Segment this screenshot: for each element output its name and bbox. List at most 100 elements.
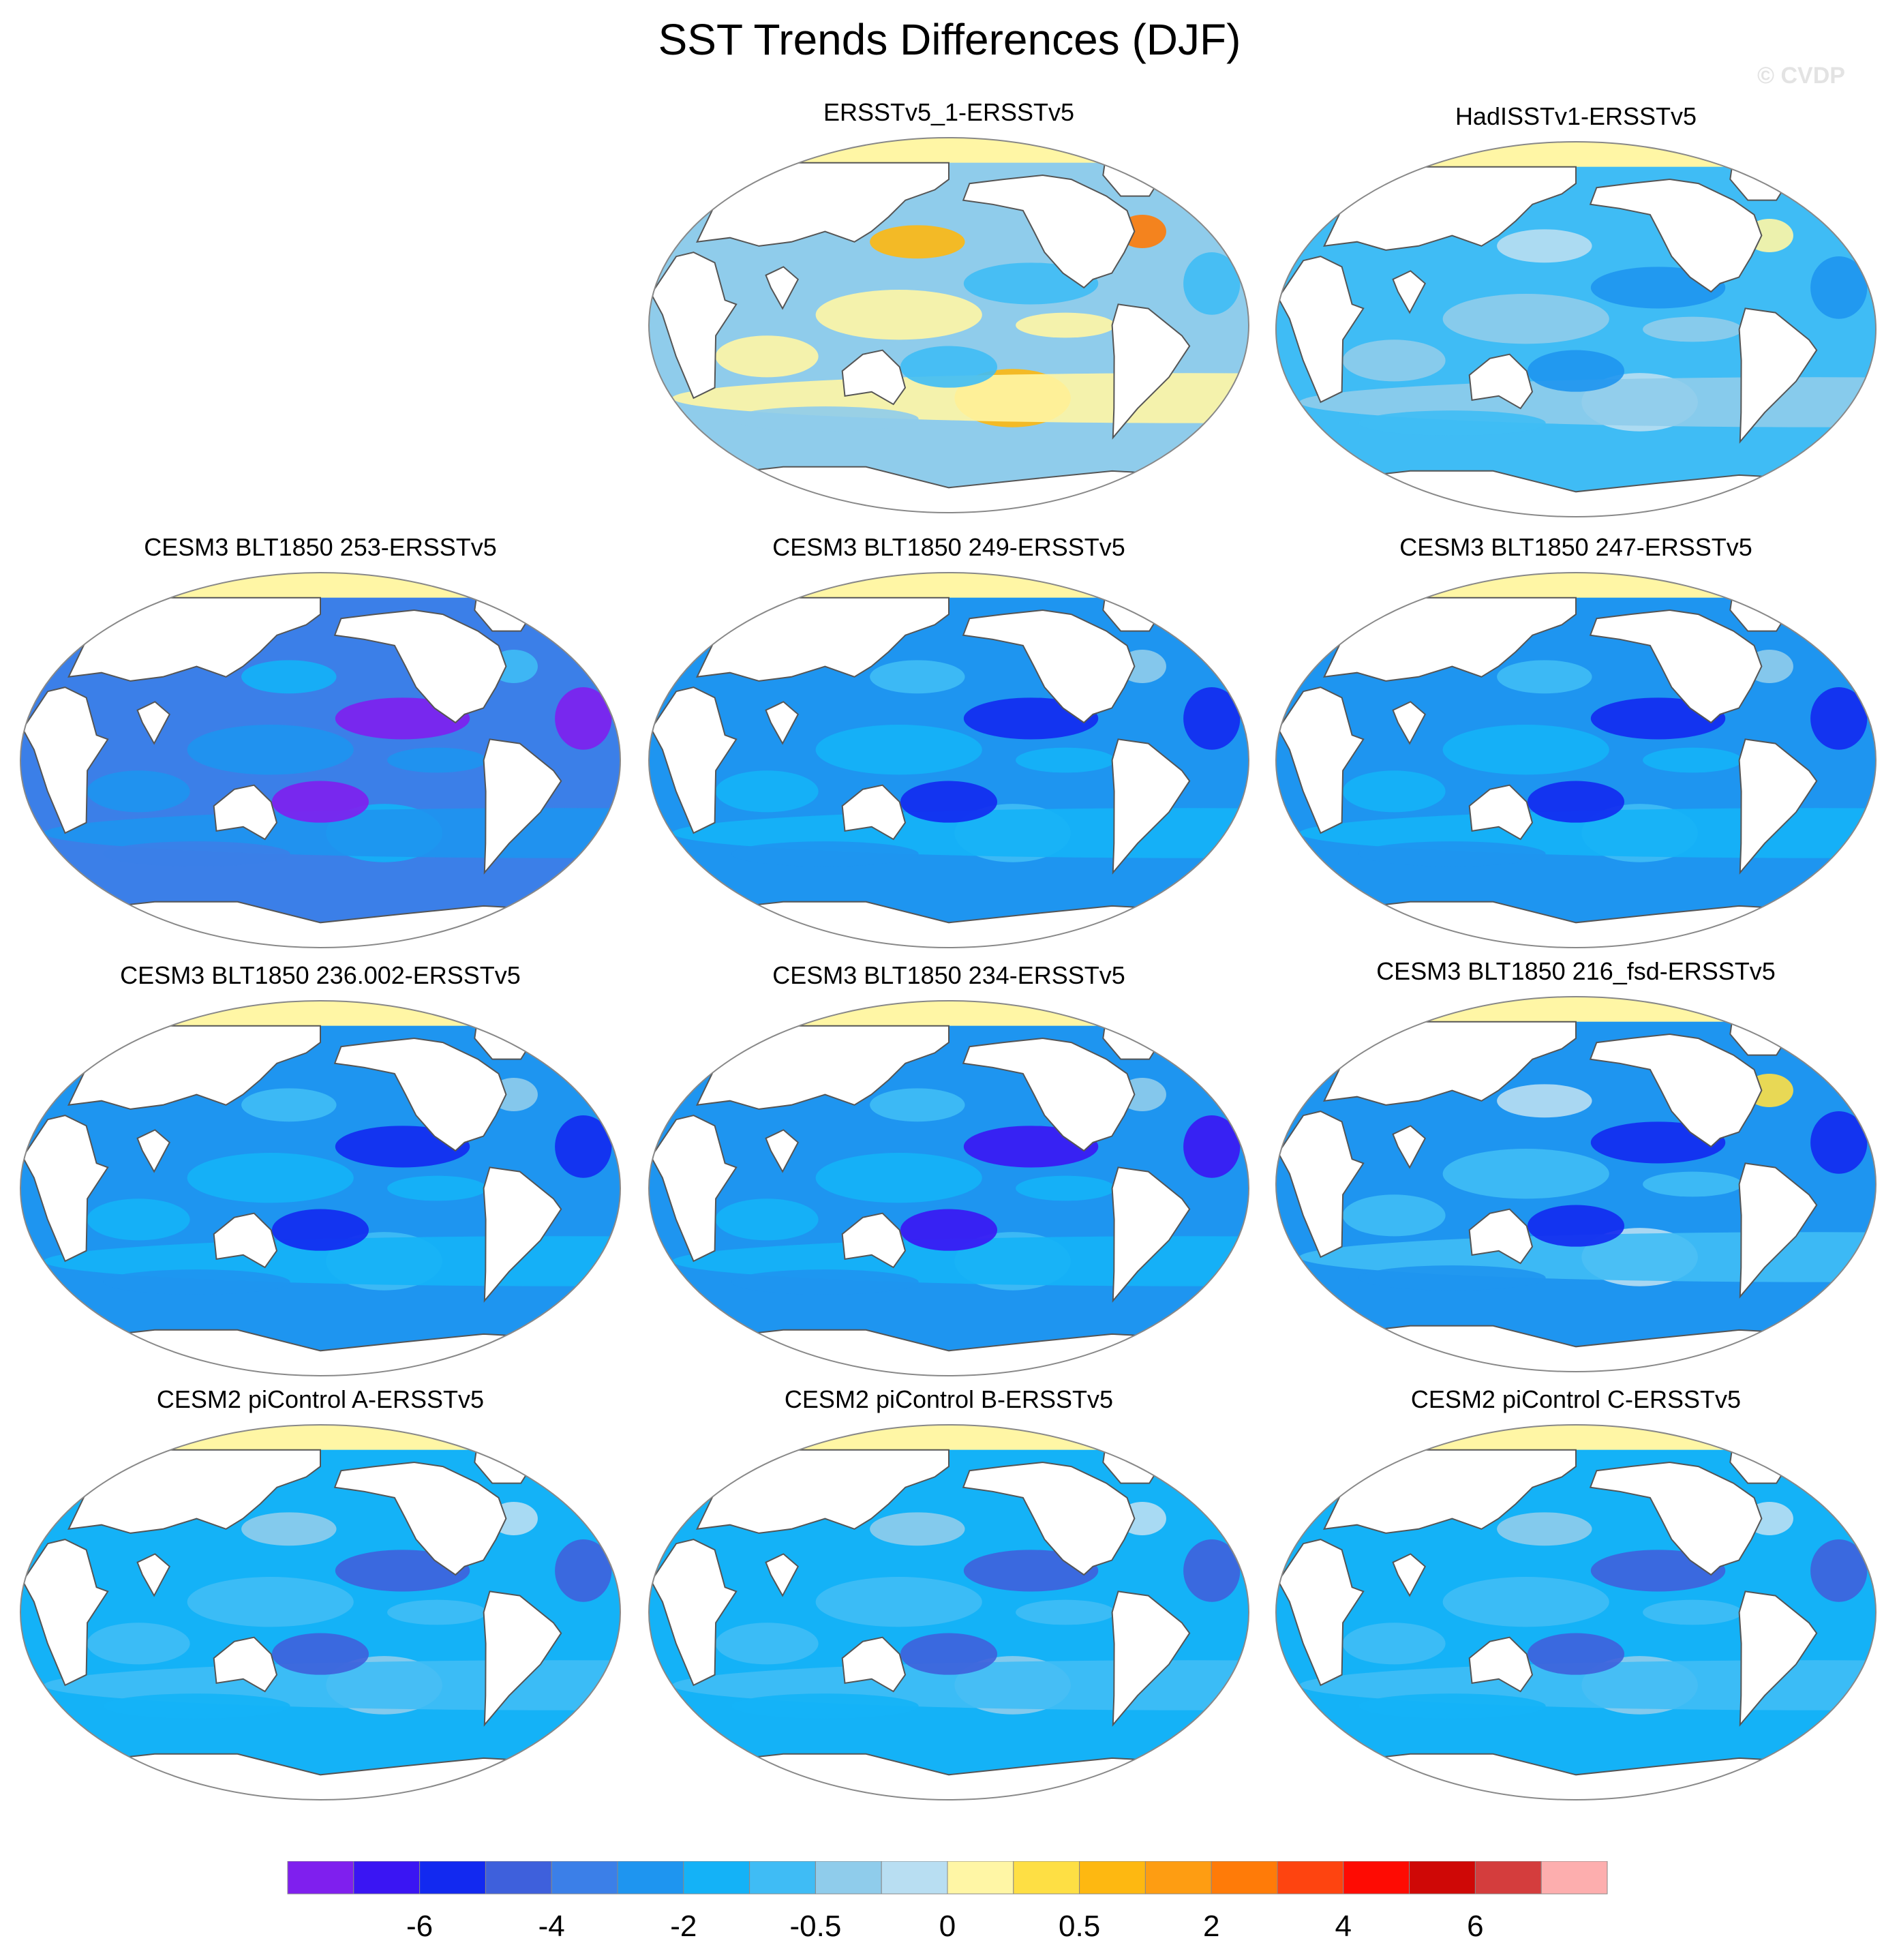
australia-landmass: [841, 1212, 907, 1269]
map-panel: HadISSTv1-ERSSTv5: [1269, 101, 1883, 537]
map-outline: [20, 572, 621, 948]
panel-title: HadISSTv1-ERSSTv5: [1455, 102, 1697, 130]
colorbar-swatch: [1277, 1861, 1344, 1895]
colorbar-swatch: [1474, 1861, 1542, 1895]
map-layers: [649, 138, 1249, 513]
robinson-map: [648, 137, 1249, 513]
australia-landmass: [1468, 1636, 1534, 1693]
anomaly-region: [87, 1623, 190, 1665]
panel-title: CESM3 BLT1850 236.002-ERSSTv5: [120, 961, 521, 989]
colorbar-tick-label: -6: [406, 1910, 433, 1943]
panel-title: CESM3 BLT1850 247-ERSSTv5: [1399, 533, 1752, 561]
colorbar-swatch: [287, 1861, 354, 1895]
north-america-landmass: [962, 609, 1136, 724]
colorbar-swatch: [1540, 1861, 1608, 1895]
map-panel: CESM3 BLT1850 234-ERSSTv5: [642, 960, 1256, 1396]
north-america-landmass: [1589, 178, 1763, 293]
map-layers: [649, 1001, 1249, 1376]
colorbar-swatch: [353, 1861, 421, 1895]
australia-landmass: [213, 784, 278, 841]
map-panel: CESM3 BLT1850 236.002-ERSSTv5: [14, 960, 627, 1396]
arctic-band: [20, 1001, 620, 1026]
map-outline: [20, 1424, 621, 1800]
anomaly-region: [87, 770, 190, 813]
map-outline: [1275, 1424, 1877, 1800]
robinson-map: [1275, 572, 1877, 948]
anomaly-region: [187, 725, 354, 775]
anomaly-region: [241, 1512, 337, 1546]
anomaly-region: [1016, 747, 1116, 773]
anomaly-region: [1810, 1539, 1868, 1602]
north-america-landmass: [333, 1037, 507, 1152]
anomaly-region: [815, 290, 982, 340]
anomaly-region: [870, 225, 965, 259]
arctic-band: [1276, 1425, 1876, 1450]
anomaly-region: [731, 1269, 919, 1295]
colorbar-swatch: [947, 1861, 1014, 1895]
south-america-landmass: [1111, 303, 1191, 440]
north-america-landmass: [962, 174, 1136, 289]
anomaly-region: [1497, 1512, 1592, 1546]
map-outline: [648, 1000, 1249, 1376]
india-landmass: [136, 1553, 171, 1597]
map-layers: [1276, 1425, 1876, 1800]
north-america-landmass: [1589, 1461, 1763, 1576]
arctic-band: [20, 573, 620, 598]
colorbar-tick-label: -0.5: [789, 1910, 841, 1943]
map-layers: [649, 573, 1249, 948]
anomaly-region: [271, 1209, 369, 1251]
panel-title: CESM3 BLT1850 253-ERSSTv5: [144, 533, 497, 561]
map-layers: [20, 1001, 620, 1376]
anomaly-region: [271, 1633, 369, 1675]
india-landmass: [765, 701, 800, 745]
anomaly-region: [1527, 350, 1625, 392]
south-america-landmass: [1738, 307, 1818, 444]
south-america-landmass: [1111, 1166, 1191, 1303]
arctic-band: [1276, 573, 1876, 598]
panel-title: CESM3 BLT1850 216_fsd-ERSSTv5: [1376, 957, 1776, 985]
arctic-band: [1276, 997, 1876, 1022]
colorbar-tick-label: 6: [1467, 1910, 1483, 1943]
india-landmass: [765, 266, 800, 310]
anomaly-region: [1643, 1171, 1743, 1197]
anomaly-region: [731, 1693, 919, 1719]
south-america-landmass: [1111, 1590, 1191, 1727]
anomaly-region: [187, 1577, 354, 1627]
anomaly-region: [1183, 687, 1241, 750]
robinson-map: [648, 1000, 1249, 1376]
map-outline: [648, 1424, 1249, 1800]
map-panel: CESM3 BLT1850 249-ERSSTv5: [642, 532, 1256, 968]
colorbar-tick-label: -4: [538, 1910, 565, 1943]
anomaly-region: [1016, 1175, 1116, 1201]
colorbar-swatch: [683, 1861, 750, 1895]
colorbar-swatch: [485, 1861, 552, 1895]
robinson-map: [1275, 996, 1877, 1372]
anomaly-region: [387, 1175, 487, 1201]
panel-title: CESM2 piControl C-ERSSTv5: [1410, 1385, 1742, 1413]
colorbar-tick-label: 2: [1203, 1910, 1219, 1943]
anomaly-region: [900, 781, 998, 823]
anomaly-region: [1643, 1599, 1743, 1625]
map-outline: [1275, 572, 1877, 948]
anomaly-region: [900, 1209, 998, 1251]
map-outline: [1275, 996, 1877, 1372]
anomaly-region: [715, 335, 819, 378]
anomaly-region: [731, 841, 919, 866]
anomaly-region: [387, 747, 487, 773]
panel-title: CESM2 piControl A-ERSSTv5: [156, 1385, 485, 1413]
anomaly-region: [1810, 1111, 1868, 1174]
anomaly-region: [1527, 1205, 1625, 1247]
colorbar-tick-label: 0: [939, 1910, 956, 1943]
arctic-band: [1276, 142, 1876, 167]
map-panel: CESM2 piControl B-ERSSTv5: [642, 1384, 1256, 1820]
anomaly-region: [1358, 841, 1546, 866]
map-layers: [1276, 997, 1876, 1372]
south-america-landmass: [483, 1590, 562, 1727]
colorbar-swatch: [551, 1861, 618, 1895]
anomaly-region: [1497, 229, 1592, 263]
india-landmass: [136, 1129, 171, 1173]
anomaly-region: [1810, 687, 1868, 750]
panel-title: CESM3 BLT1850 249-ERSSTv5: [772, 533, 1125, 561]
arctic-band: [649, 138, 1249, 163]
colorbar: -6 -4 -2 -0.5 0 0.5 2 4 6: [287, 1861, 1608, 1943]
